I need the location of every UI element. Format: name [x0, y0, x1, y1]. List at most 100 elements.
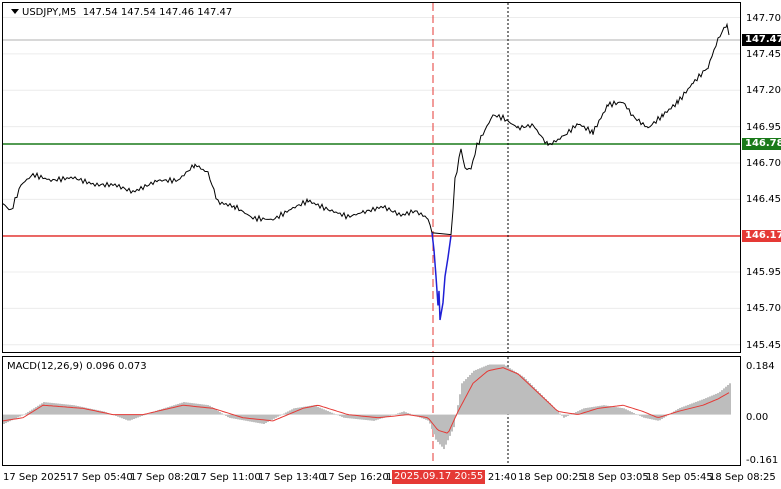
macd-histogram-bar [395, 413, 397, 415]
macd-histogram-bar [643, 414, 645, 418]
macd-histogram-bar [347, 414, 349, 419]
macd-histogram-bar [291, 409, 293, 415]
macd-histogram-bar [13, 414, 15, 420]
macd-histogram-bar [163, 408, 165, 415]
macd-histogram-bar [615, 407, 617, 415]
macd-histogram-bar [217, 410, 219, 415]
macd-histogram-bar [71, 405, 73, 415]
macd-panel[interactable]: MACD(12,26,9) 0.096 0.073 [2, 356, 741, 466]
macd-histogram-bar [617, 407, 619, 415]
macd-chart-svg[interactable] [3, 357, 740, 465]
price-axis[interactable]: 147.70 147.45 147.20 146.95 146.70 146.45 146.… [741, 2, 781, 468]
macd-histogram-bar [451, 414, 453, 432]
macd-histogram-bar [9, 414, 11, 422]
macd-histogram-bar [255, 414, 257, 423]
macd-histogram-bar [223, 414, 225, 416]
macd-histogram-bar [201, 404, 203, 415]
macd-histogram-bar [571, 413, 573, 415]
macd-histogram-bar [579, 410, 581, 415]
macd-histogram-bar [195, 403, 197, 415]
macd-histogram-bar [505, 365, 507, 415]
macd-histogram-bar [489, 364, 491, 415]
macd-histogram-bar [171, 405, 173, 415]
macd-histogram-bar [15, 414, 17, 419]
macd-histogram-bar [723, 388, 725, 415]
macd-histogram-bar [411, 414, 413, 415]
macd-histogram-bar [397, 413, 399, 415]
price-chart-svg[interactable] [3, 3, 740, 352]
price-axis-tick: 146.70 [746, 157, 781, 169]
macd-histogram-bar [143, 414, 145, 416]
macd-histogram-bar [695, 401, 697, 415]
macd-histogram-bar [551, 405, 553, 415]
macd-histogram-bar [157, 410, 159, 415]
macd-histogram-bar [687, 404, 689, 415]
macd-histogram-bar [639, 414, 641, 416]
macd-histogram-bar [187, 402, 189, 415]
collapse-triangle-icon[interactable] [11, 9, 19, 14]
macd-histogram-bar [359, 414, 361, 420]
macd-histogram-bar [475, 369, 477, 415]
macd-histogram-bar [449, 414, 451, 436]
macd-axis-tick: 0.00 [746, 412, 769, 423]
macd-histogram-bar [97, 410, 99, 415]
macd-histogram-bar [5, 414, 7, 424]
price-chart-panel[interactable]: USDJPY,M5 147.54 147.54 147.46 147.47 [2, 2, 741, 353]
macd-histogram-bar [309, 405, 311, 415]
macd-histogram-bar [525, 379, 527, 415]
macd-histogram-bar [271, 414, 273, 420]
macd-histogram-bar [527, 381, 529, 415]
macd-histogram-bar [471, 372, 473, 415]
macd-histogram-bar [63, 404, 65, 415]
macd-histogram-bar [233, 414, 235, 419]
macd-histogram-bar [285, 412, 287, 415]
time-axis-tick: 18 Sep 03:05 [582, 472, 649, 483]
macd-histogram-bar [633, 413, 635, 415]
time-axis-tick: 17 Sep 2025 [3, 472, 67, 483]
macd-histogram-bar [413, 414, 415, 416]
macd-histogram-bar [703, 398, 705, 415]
macd-histogram-bar [303, 406, 305, 415]
macd-histogram-bar [597, 406, 599, 415]
macd-histogram-bar [511, 369, 513, 415]
macd-histogram-bar [545, 399, 547, 415]
macd-histogram-bar [215, 409, 217, 415]
price-axis-tick: 146.45 [746, 194, 781, 206]
macd-histogram-bar [227, 414, 229, 418]
macd-histogram-bar [601, 405, 603, 415]
macd-histogram-bar [569, 414, 571, 416]
macd-histogram-bar [531, 385, 533, 415]
macd-histogram-bar [73, 405, 75, 415]
macd-histogram-bar [691, 403, 693, 415]
macd-histogram-bar [35, 407, 37, 415]
macd-histogram-bar [461, 383, 463, 415]
macd-histogram-bar [563, 414, 565, 418]
macd-histogram-bar [121, 414, 123, 419]
macd-histogram-bar [199, 404, 201, 415]
macd-histogram-bar [645, 414, 647, 419]
macd-histogram-bar [539, 393, 541, 415]
macd-histogram-bar [341, 414, 343, 417]
macd-histogram-bar [365, 414, 367, 421]
macd-histogram-bar [167, 407, 169, 415]
macd-histogram-bar [447, 414, 449, 441]
ohlc-values: 147.54 147.54 147.46 147.47 [82, 7, 233, 18]
price-gridlines [3, 17, 740, 346]
macd-histogram-bar [361, 414, 363, 420]
macd-histogram-bar [231, 414, 233, 419]
macd-histogram-bar [651, 414, 653, 420]
macd-histogram-bar [197, 403, 199, 415]
macd-histogram-bar [273, 414, 275, 419]
macd-histogram-bar [123, 414, 125, 419]
macd-histogram-bar [577, 411, 579, 415]
macd-histogram-bar [561, 414, 563, 416]
macd-histogram-bar [45, 402, 47, 415]
macd-histogram-bar [125, 414, 127, 420]
macd-histogram-bar [137, 414, 139, 418]
macd-histogram-bar [115, 414, 117, 416]
macd-histogram-bar [95, 409, 97, 415]
macd-histogram-bar [319, 407, 321, 415]
time-axis[interactable]: 17 Sep 2025 17 Sep 05:40 17 Sep 08:20 17 Se… [0, 466, 776, 489]
macd-histogram-bar [713, 394, 715, 415]
macd-histogram-bar [185, 402, 187, 415]
